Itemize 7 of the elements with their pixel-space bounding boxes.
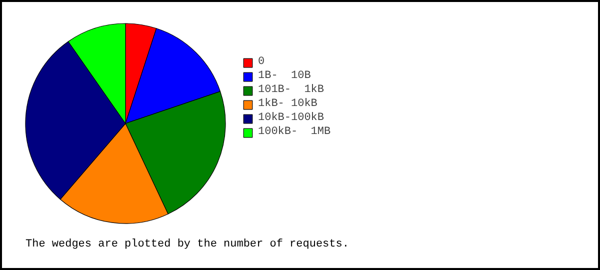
legend-label: 100kB- 1MB <box>258 126 331 138</box>
legend-label: 1kB- 10kB <box>258 98 318 110</box>
legend-label: 10kB-100kB <box>258 112 324 124</box>
legend-label: 101B- 1kB <box>258 84 324 96</box>
legend-label: 1B- 10B <box>258 70 311 82</box>
text: The wedges are plotted by the number of requests. <box>26 238 349 250</box>
legend-label: 0 <box>258 56 266 68</box>
